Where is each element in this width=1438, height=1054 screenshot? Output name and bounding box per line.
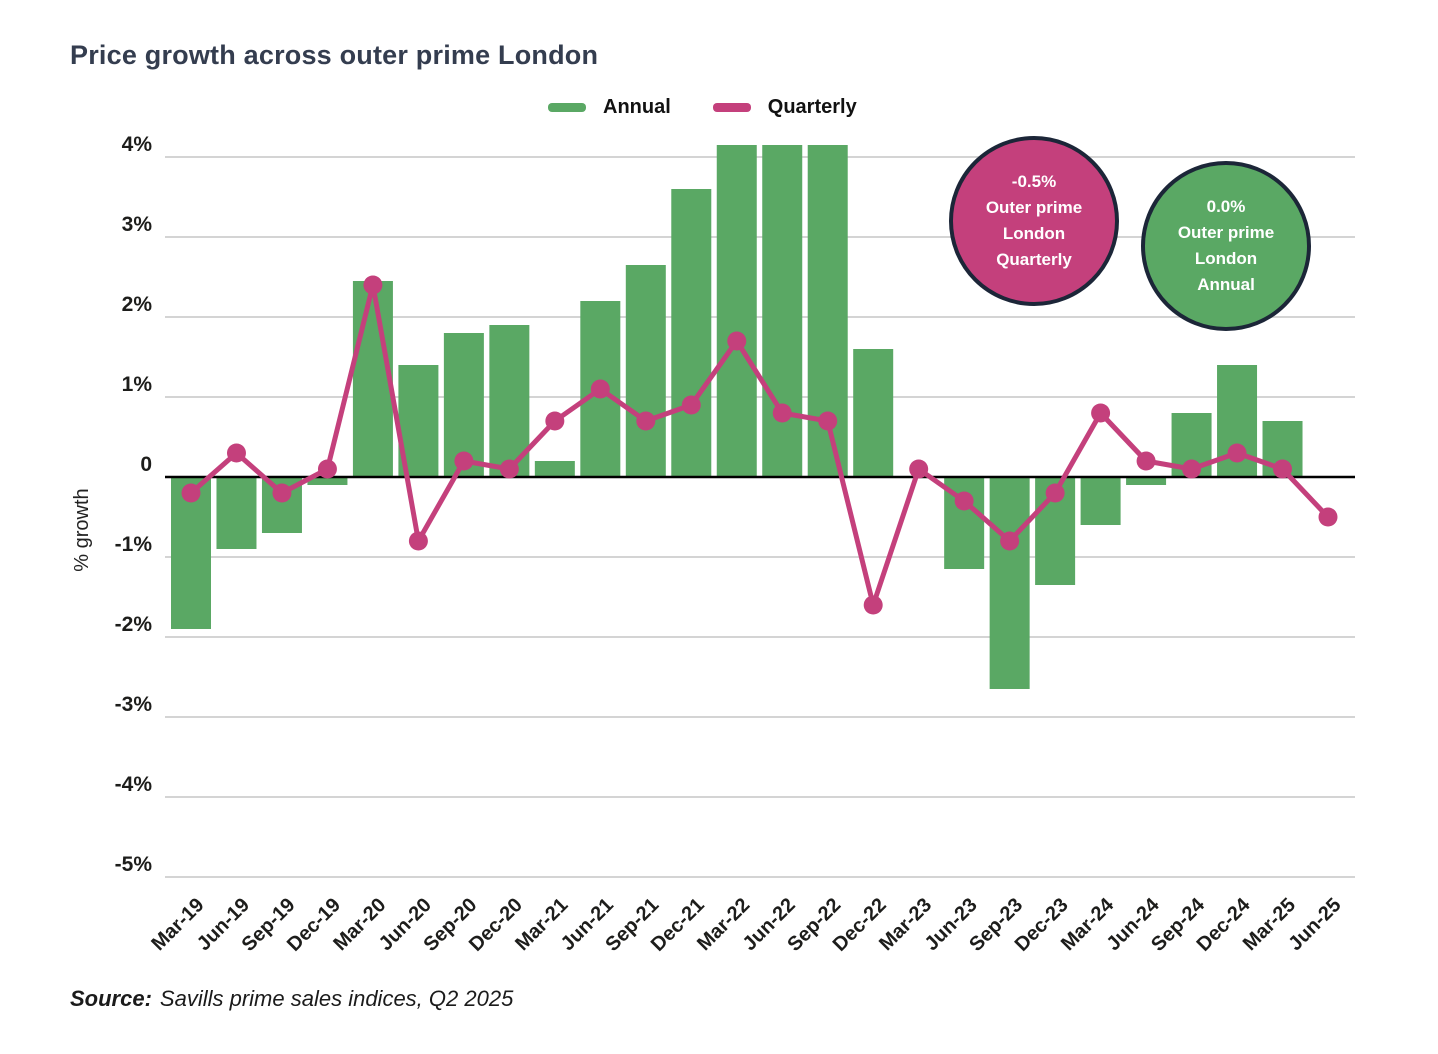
source-label: Source: [70, 986, 152, 1011]
annual-bar [671, 189, 712, 477]
y-tick-label: -5% [115, 853, 153, 876]
quarterly-point [226, 443, 246, 463]
legend-item-annual: Annual [548, 96, 671, 119]
quarterly-point [1318, 507, 1338, 527]
quarterly-point [863, 595, 883, 615]
quarterly-point [590, 379, 610, 399]
quarterly-point [1182, 459, 1202, 479]
quarterly-point [272, 483, 292, 503]
annual-highlight-badge: 0.0% Outer prime London Annual [1141, 161, 1311, 331]
quarterly-point [909, 459, 929, 479]
quarterly-point [1136, 451, 1156, 471]
quarterly-badge-line-3: Quarterly [996, 250, 1072, 269]
quarterly-highlight-badge: -0.5% Outer prime London Quarterly [949, 136, 1119, 306]
legend-label-annual: Annual [603, 96, 671, 118]
y-tick-label: 1% [122, 373, 153, 396]
y-tick-label: 0 [140, 453, 152, 476]
quarterly-point [1000, 531, 1020, 551]
quarterly-point [1227, 443, 1247, 463]
y-tick-label: -2% [115, 613, 153, 636]
annual-bar [989, 477, 1030, 689]
quarterly-badge-line-2: London [1002, 224, 1066, 243]
y-tick-label: 3% [122, 213, 153, 236]
quarterly-point [1091, 403, 1111, 423]
quarterly-point [1273, 459, 1293, 479]
y-tick-label: 2% [122, 293, 153, 316]
quarterly-point [545, 411, 565, 431]
chart-legend: Annual Quarterly [548, 96, 857, 119]
quarterly-point [408, 531, 428, 551]
quarterly-point [636, 411, 656, 431]
annual-badge-value: 0.0% [1206, 197, 1246, 216]
source-note: Source: Savills prime sales indices, Q2 2… [70, 986, 513, 1012]
annual-bar [1080, 477, 1121, 525]
quarterly-point [954, 491, 974, 511]
quarterly-point [772, 403, 792, 423]
y-axis-title: % growth [71, 488, 93, 571]
quarterly-badge-value: -0.5% [1011, 172, 1057, 191]
annual-bar [534, 461, 575, 477]
y-tick-label: 4% [122, 133, 153, 156]
quarterly-point [681, 395, 701, 415]
legend-item-quarterly: Quarterly [712, 96, 857, 119]
quarterly-point [317, 459, 337, 479]
annual-bar [352, 281, 393, 477]
quarterly-point [499, 459, 519, 479]
chart-title: Price growth across outer prime London [70, 40, 599, 70]
y-tick-label: -1% [115, 533, 153, 556]
annual-bar [625, 265, 666, 477]
quarterly-point [818, 411, 838, 431]
annual-badge-line-1: Outer prime [1177, 223, 1275, 242]
annual-badge-line-3: Annual [1197, 275, 1255, 294]
quarterly-point [727, 331, 747, 351]
annual-bar [216, 477, 257, 549]
legend-label-quarterly: Quarterly [767, 96, 857, 118]
annual-bar [853, 349, 894, 477]
y-tick-label: -3% [115, 693, 153, 716]
quarterly-badge-line-1: Outer prime [985, 198, 1083, 217]
annual-bar [716, 145, 757, 477]
quarterly-point [181, 483, 201, 503]
y-tick-label: -4% [115, 773, 153, 796]
quarterly-point [363, 275, 383, 295]
annual-bar [307, 477, 348, 485]
quarterly-point [1045, 483, 1065, 503]
quarterly-point [454, 451, 474, 471]
annual-series-swatch-icon [548, 103, 586, 112]
annual-badge-line-2: London [1194, 249, 1258, 268]
quarterly-line [189, 282, 1330, 608]
source-text: Savills prime sales indices, Q2 2025 [159, 986, 514, 1011]
quarterly-series-swatch-icon [712, 103, 751, 112]
annual-bar [762, 145, 803, 477]
annual-bar [1126, 477, 1167, 485]
